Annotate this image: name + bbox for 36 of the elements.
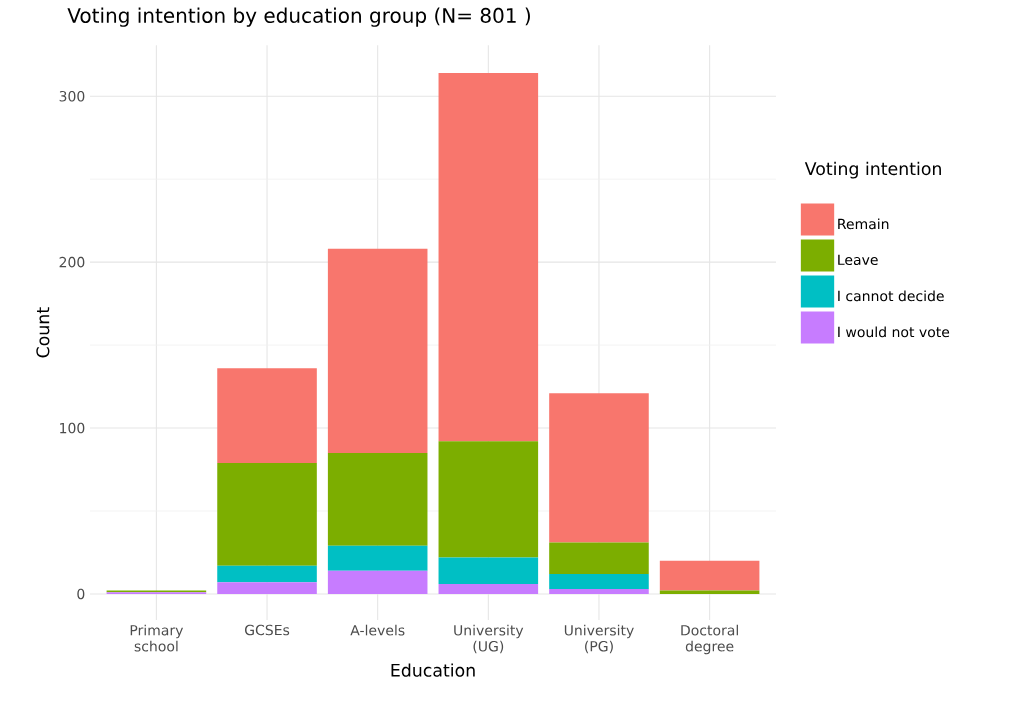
y-axis-title: Count: [36, 307, 50, 358]
bar: [327, 248, 428, 453]
x-tick-label: Primary school: [130, 624, 184, 652]
bar: [217, 462, 317, 566]
chart-title: Voting intention by education group (N= 801 ): [67, 7, 530, 27]
bar: [217, 582, 317, 594]
legend-label: I cannot decide: [838, 290, 944, 302]
bar: [659, 560, 760, 591]
bar: [217, 565, 317, 583]
x-axis-title: Education: [391, 663, 475, 677]
bar: [327, 545, 428, 571]
bar: [549, 393, 649, 543]
x-tick-label: A-levels: [350, 624, 405, 636]
bar: [438, 583, 539, 594]
bar: [438, 441, 539, 558]
y-tick-label: 300: [59, 90, 85, 102]
bar: [659, 590, 760, 594]
bar: [438, 73, 539, 442]
x-tick-label: University (UG): [454, 624, 524, 654]
y-tick-label: 200: [59, 256, 85, 268]
legend-label: Leave: [838, 254, 878, 266]
bar: [549, 542, 649, 575]
legend-title: Voting intention: [804, 161, 941, 179]
x-tick-label: University (PG): [564, 624, 634, 654]
bar: [327, 570, 428, 594]
bar: [549, 588, 649, 594]
x-tick-label: GCSEs: [245, 624, 290, 636]
bar: [217, 368, 317, 463]
bar: [438, 557, 539, 584]
legend-label: Remain: [838, 218, 889, 230]
legend-label: I would not vote: [838, 326, 950, 338]
y-tick-label: 0: [77, 588, 85, 600]
y-tick-label: 100: [60, 422, 85, 434]
x-tick-label: Doctoral degree: [681, 624, 738, 655]
bar: [549, 574, 649, 589]
bar: [327, 452, 428, 546]
